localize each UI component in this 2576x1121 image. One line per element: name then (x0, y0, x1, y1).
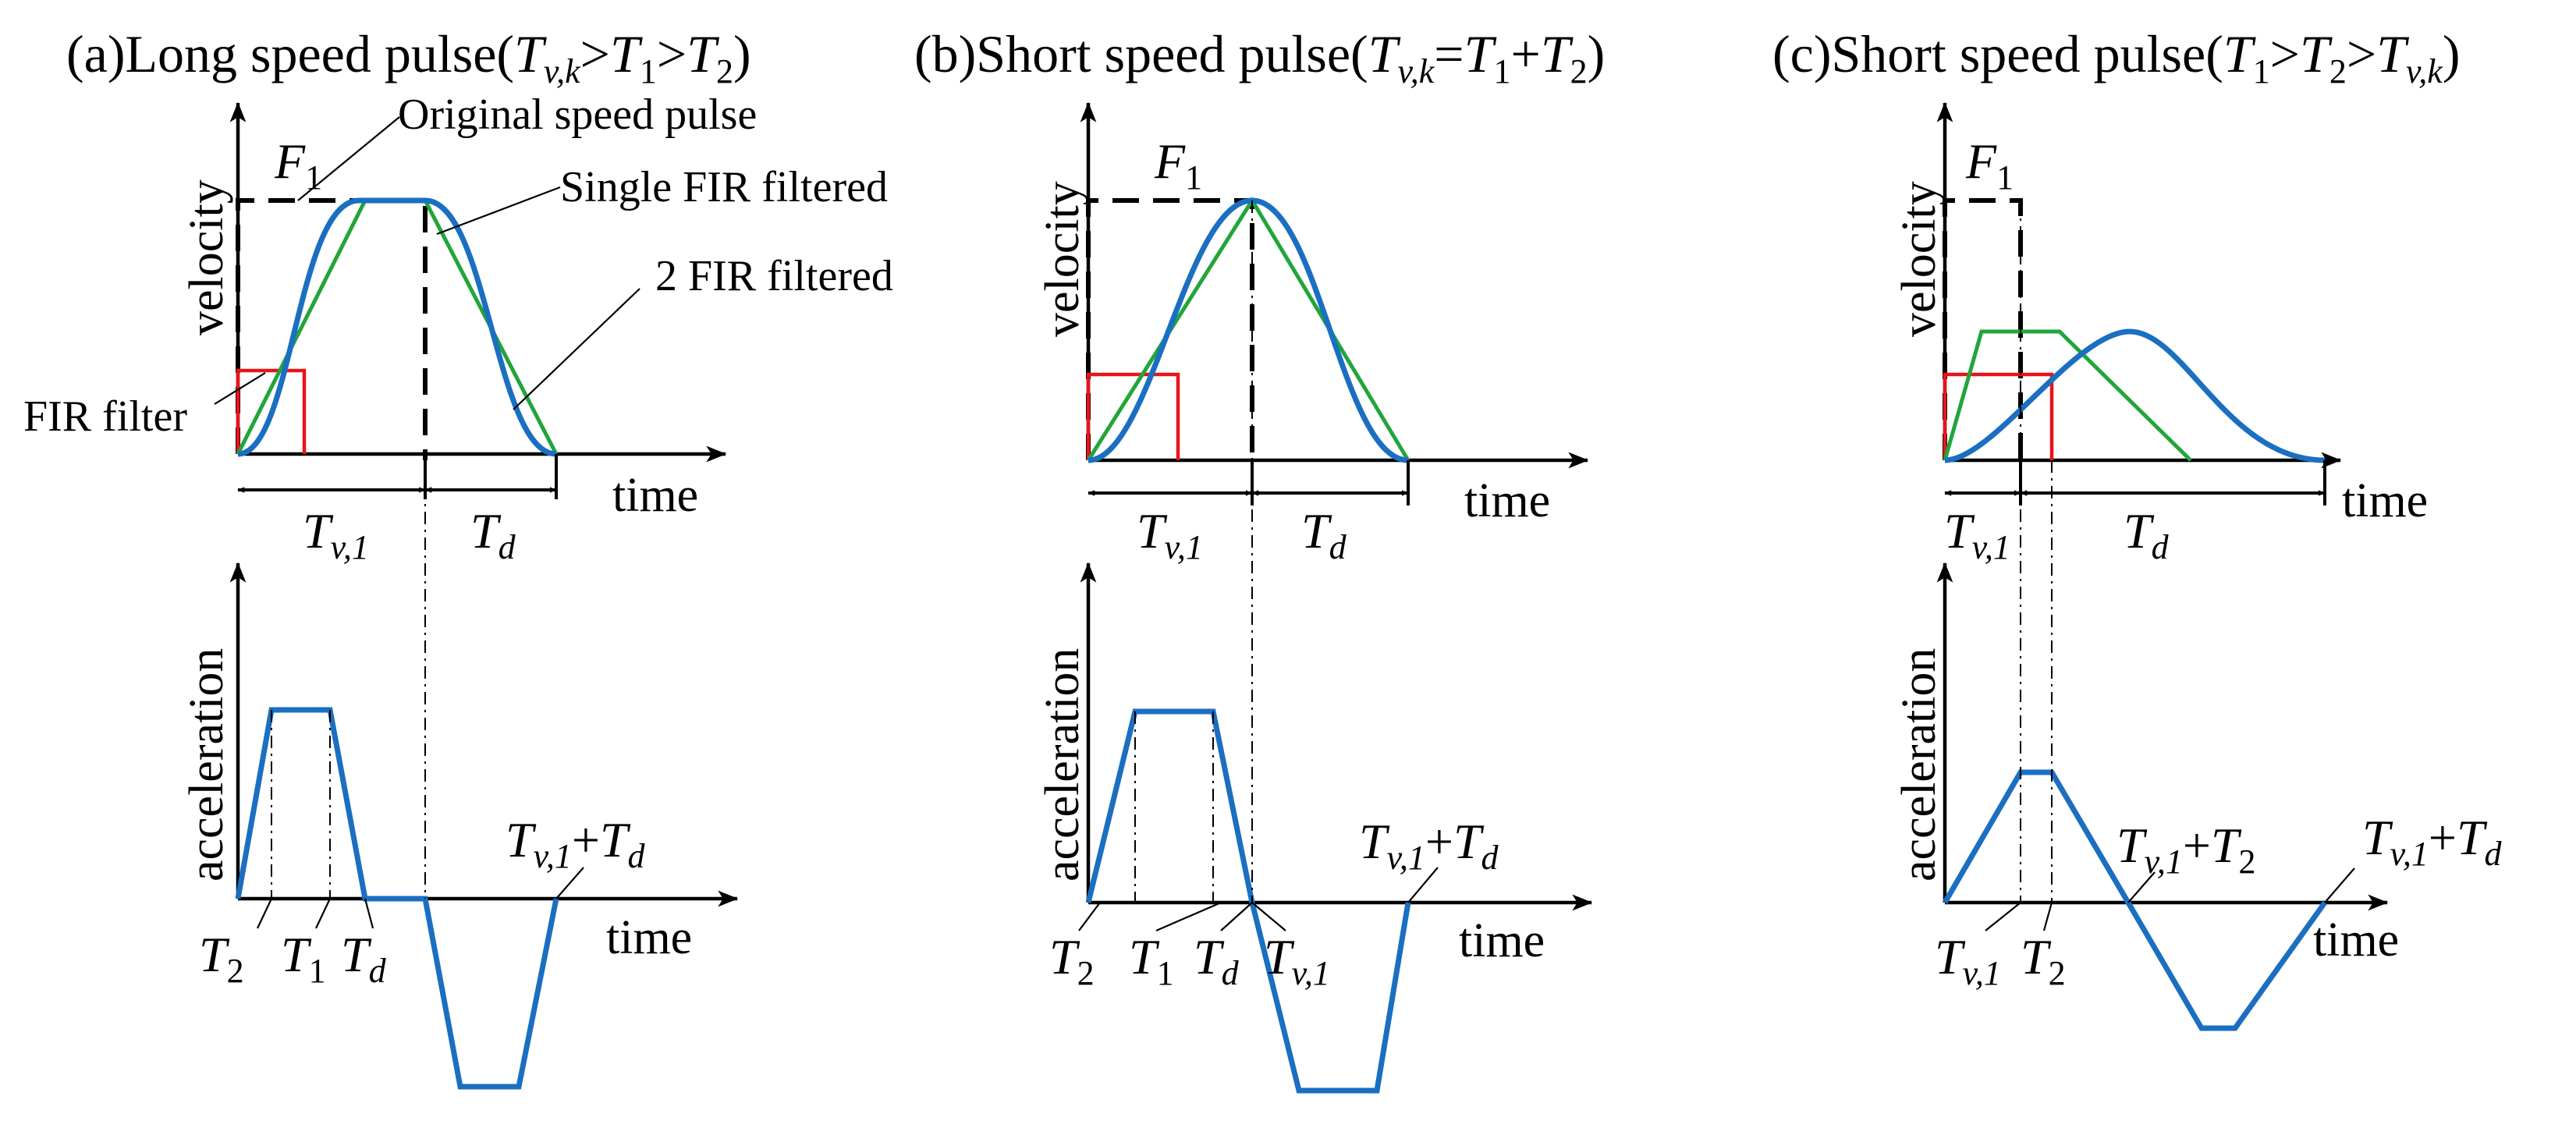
panel-c-end-leader (2324, 867, 2355, 903)
panel-c-tv1-label: Tv,1 (1944, 503, 2010, 566)
panel-a-end-leader (555, 867, 584, 899)
panel-b-td-label: Td (1301, 503, 1347, 566)
panel-a-leader-t2 (257, 898, 272, 929)
panel-a-accel-curve (235, 707, 559, 1090)
panel-b-leader-td (1220, 902, 1253, 931)
panel-c-time-label: time (2342, 474, 2428, 527)
panel-b-end-leader (1407, 867, 1439, 903)
panel-b-leader-tv1 (1251, 902, 1286, 931)
panel-a-leader-t1 (315, 898, 331, 929)
panel-a-leader-td (364, 898, 374, 929)
panel-c-fir-filter-box (1943, 372, 2054, 460)
panel-b-single-fir-curve (1086, 197, 1410, 462)
panel-b-tick-t1: T1 (1129, 929, 1174, 992)
panel-a-velocity-label: velocity (180, 179, 233, 335)
panel-a-tick-t2: T2 (199, 927, 244, 990)
panel-c-leader-t2 (2042, 902, 2053, 931)
panel-a-single-leader (436, 186, 561, 236)
panel-b-end-label: Tv,1+Td (1359, 814, 1499, 877)
panel-b-leader-t1 (1155, 901, 1222, 932)
panel-b-tv1-label: Tv,1 (1137, 503, 1203, 566)
panel-c-F1-label: F1 (1965, 133, 2014, 197)
panel-b-time-label: time (1464, 474, 1550, 527)
panel-b-tick-tv1: Tv,1 (1264, 929, 1330, 992)
panel-c-mid-label: Tv,1+T2 (2117, 818, 2256, 881)
panel-c-mid-leader (2127, 871, 2156, 903)
panel-c-velocity-label: velocity (1893, 181, 1946, 337)
panel-b-fir-filter-box (1086, 372, 1180, 460)
panel-a-double-annotation: 2 FIR filtered (655, 252, 893, 300)
panel-b-tick-td: Td (1194, 929, 1240, 992)
panel-c-title: (c)Short speed pulse(T1>T2>Tv,k) (1772, 24, 2461, 90)
panel-a-single-annotation: Single FIR filtered (560, 163, 888, 211)
panel-c-accel-curve (1942, 769, 2327, 1031)
panel-a-td-label: Td (470, 503, 516, 566)
panel-c-end-label: Tv,1+Td (2362, 810, 2503, 873)
panel-a: (a)Long speed pulse(Tv,k>T1>T2) velocity… (23, 24, 893, 1090)
panel-c-tick-tv1: Tv,1 (1935, 929, 2001, 992)
panel-a-accel-label: acceleration (180, 648, 233, 882)
panel-b-velocity-label: velocity (1036, 181, 1089, 337)
panel-b-accel-label: acceleration (1036, 648, 1089, 882)
panel-b: (b)Short speed pulse(Tv,k=T1+T2) velocit… (914, 24, 1605, 1094)
panel-a-filter-annotation: FIR filter (23, 392, 187, 441)
panel-b-F1-label: F1 (1154, 133, 1202, 197)
panel-c-leader-tv1 (1985, 902, 2021, 931)
panel-a-tick-t1: T1 (281, 927, 326, 990)
panel-b-title: (b)Short speed pulse(Tv,k=T1+T2) (914, 24, 1605, 90)
panel-a-filter-leader (214, 372, 266, 405)
panel-a-end-label: Tv,1+Td (506, 812, 646, 875)
panel-a-original-annotation: Original speed pulse (398, 90, 757, 139)
panel-a-title: (a)Long speed pulse(Tv,k>T1>T2) (66, 24, 751, 90)
panel-a-tick-td: Td (341, 927, 387, 990)
panel-a-time-label-2: time (606, 911, 692, 964)
panel-c: (c)Short speed pulse(T1>T2>Tv,k) velocit… (1772, 24, 2503, 1031)
panel-c-double-fir-curve (1944, 328, 2326, 463)
panel-a-original-leader (297, 116, 400, 201)
panel-a-double-leader (513, 288, 640, 410)
panel-b-time-label-2: time (1459, 914, 1545, 967)
panel-a-original-pulse (236, 198, 428, 460)
panel-b-leader-t2 (1078, 902, 1101, 931)
panel-a-fir-filter-box (236, 368, 307, 454)
panel-a-single-fir-curve (236, 198, 559, 456)
panel-c-tick-t2: T2 (2021, 929, 2066, 992)
panel-a-F1-label: F1 (274, 133, 322, 197)
panel-c-accel-label: acceleration (1893, 648, 1946, 882)
panel-a-time-label: time (612, 469, 698, 522)
panel-c-td-label: Td (2124, 503, 2170, 566)
panel-a-tv1-label: Tv,1 (303, 503, 369, 566)
panel-b-double-fir-curve (1088, 197, 1409, 463)
panel-a-double-fir-curve (237, 197, 557, 457)
panel-c-time-label-2: time (2313, 913, 2399, 967)
panel-b-tick-t2: T2 (1049, 929, 1095, 992)
